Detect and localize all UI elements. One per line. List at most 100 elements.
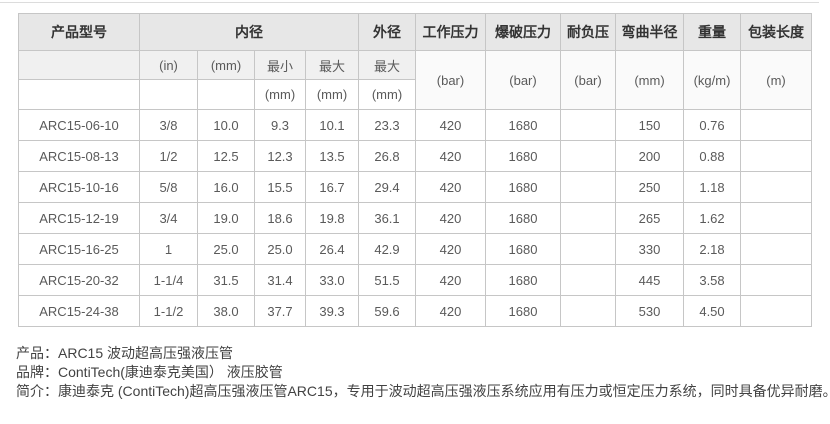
value-cell: 1 (139, 233, 198, 265)
table-row: ARC15-24-38 1-1/2 38.0 37.7 39.3 59.6 420 1680 5… (18, 295, 812, 327)
unit-kg-m: (kg/m) (683, 50, 741, 110)
sub-in: (in) (139, 50, 198, 80)
header-row-main: 产品型号 内径 外径 工作压力 爆破压力 耐负压 弯曲半径 重量 包装长度 (18, 13, 812, 51)
table-row: ARC15-08-13 1/2 12.5 12.3 13.5 26.8 420 1680 200… (18, 140, 812, 172)
table-row: ARC15-12-19 3/4 19.0 18.6 19.8 36.1 420 1680 265… (18, 202, 812, 234)
value-cell: 1680 (485, 140, 561, 172)
value-cell (740, 264, 812, 296)
value-cell: 9.3 (254, 109, 306, 141)
value-cell: 150 (615, 109, 684, 141)
col-burst-pressure: 爆破压力 (485, 13, 561, 51)
value-cell: 26.4 (305, 233, 359, 265)
unit-mm-min: (mm) (254, 79, 306, 110)
value-cell: 12.5 (197, 140, 255, 172)
col-inner-diameter: 内径 (139, 13, 359, 51)
value-cell: 10.1 (305, 109, 359, 141)
value-cell: 26.8 (358, 140, 416, 172)
product-line: 产品：ARC15 波动超高压强液压管 (16, 345, 234, 361)
value-cell: 1680 (485, 202, 561, 234)
value-cell (560, 171, 616, 203)
product-model-cell: ARC15-10-16 (18, 171, 140, 203)
value-cell: 25.0 (197, 233, 255, 265)
value-cell: 3/8 (139, 109, 198, 141)
value-cell: 1680 (485, 171, 561, 203)
value-cell: 420 (415, 140, 486, 172)
value-cell: 25.0 (254, 233, 306, 265)
value-cell: 10.0 (197, 109, 255, 141)
top-divider (0, 2, 819, 3)
col-outer-diameter: 外径 (358, 13, 416, 51)
value-cell: 250 (615, 171, 684, 203)
value-cell: 1-1/2 (139, 295, 198, 327)
value-cell: 265 (615, 202, 684, 234)
product-model-cell: ARC15-16-25 (18, 233, 140, 265)
col-bend-radius: 弯曲半径 (615, 13, 684, 51)
value-cell: 15.5 (254, 171, 306, 203)
intro-line: 简介：康迪泰克 (ContiTech)超高压强液压管ARC15，专用于波动超高压… (16, 383, 830, 399)
product-model-cell: ARC15-12-19 (18, 202, 140, 234)
value-cell: 1680 (485, 233, 561, 265)
value-cell: 1680 (485, 295, 561, 327)
product-model-cell: ARC15-20-32 (18, 264, 140, 296)
value-cell: 39.3 (305, 295, 359, 327)
value-cell: 1680 (485, 109, 561, 141)
value-cell: 420 (415, 171, 486, 203)
value-cell: 200 (615, 140, 684, 172)
header-row-sub: (in) (mm) 最小 最大 最大 (bar) (bar) (bar) (mm… (18, 50, 812, 110)
value-cell: 13.5 (305, 140, 359, 172)
value-cell: 38.0 (197, 295, 255, 327)
value-cell: 23.3 (358, 109, 416, 141)
col-product-model: 产品型号 (18, 13, 140, 51)
value-cell: 1-1/4 (139, 264, 198, 296)
header-row-units: (mm) (mm) (mm) (18, 79, 812, 110)
value-cell (740, 109, 812, 141)
col-working-pressure: 工作压力 (415, 13, 486, 51)
value-cell (560, 140, 616, 172)
value-cell: 420 (415, 233, 486, 265)
value-cell: 3.58 (683, 264, 741, 296)
value-cell (560, 202, 616, 234)
unit-bar-vacuum: (bar) (560, 50, 616, 110)
value-cell (740, 140, 812, 172)
value-cell: 42.9 (358, 233, 416, 265)
value-cell: 0.88 (683, 140, 741, 172)
value-cell: 16.7 (305, 171, 359, 203)
empty-cell (139, 79, 198, 110)
unit-m: (m) (740, 50, 812, 110)
sub-max: 最大 (305, 50, 359, 80)
value-cell: 12.3 (254, 140, 306, 172)
table-row: ARC15-16-25 1 25.0 25.0 26.4 42.9 420 1680 330 2.… (18, 233, 812, 265)
product-model-cell: ARC15-06-10 (18, 109, 140, 141)
value-cell (740, 202, 812, 234)
col-package-length: 包装长度 (740, 13, 812, 51)
value-cell (740, 233, 812, 265)
value-cell: 1/2 (139, 140, 198, 172)
unit-mm-max: (mm) (305, 79, 359, 110)
value-cell: 420 (415, 202, 486, 234)
value-cell: 33.0 (305, 264, 359, 296)
sub-mm: (mm) (197, 50, 255, 80)
value-cell: 0.76 (683, 109, 741, 141)
table-body: ARC15-06-10 3/8 10.0 9.3 10.1 23.3 420 1680 150 0… (18, 109, 812, 327)
value-cell (740, 171, 812, 203)
value-cell (560, 264, 616, 296)
empty-cell (18, 79, 140, 110)
value-cell: 31.4 (254, 264, 306, 296)
value-cell: 445 (615, 264, 684, 296)
sub-od-max: 最大 (358, 50, 416, 80)
value-cell: 420 (415, 109, 486, 141)
value-cell: 36.1 (358, 202, 416, 234)
value-cell: 37.7 (254, 295, 306, 327)
spec-table: 产品型号 内径 外径 工作压力 爆破压力 耐负压 弯曲半径 重量 包装长度 (i… (18, 13, 812, 327)
unit-bar-burst: (bar) (485, 50, 561, 110)
value-cell: 31.5 (197, 264, 255, 296)
value-cell: 420 (415, 264, 486, 296)
value-cell: 5/8 (139, 171, 198, 203)
value-cell: 19.8 (305, 202, 359, 234)
value-cell (560, 109, 616, 141)
value-cell: 530 (615, 295, 684, 327)
value-cell: 330 (615, 233, 684, 265)
value-cell (560, 295, 616, 327)
col-weight: 重量 (683, 13, 741, 51)
